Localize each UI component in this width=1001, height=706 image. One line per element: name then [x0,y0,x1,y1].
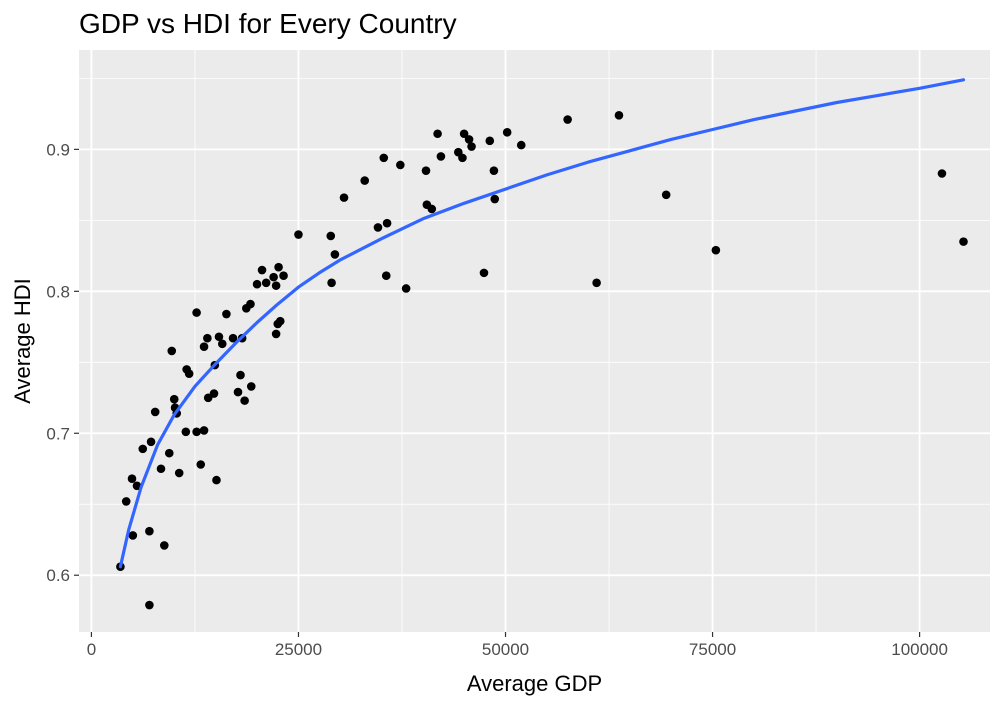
data-point [401,284,411,293]
data-point [257,265,267,275]
data-point [563,115,572,124]
data-point [382,218,392,228]
data-point [121,497,131,506]
data-point [959,237,968,246]
data-point [146,437,156,447]
data-point [479,268,489,278]
data-point [661,190,671,200]
data-point [156,464,166,474]
x-tick-label: 75000 [689,640,736,659]
x-tick-label: 25000 [275,640,322,659]
data-point [427,204,437,214]
data-point [381,271,391,281]
data-point [164,448,174,458]
data-point [246,382,256,391]
x-tick-label: 0 [87,640,96,659]
data-point [128,531,138,540]
data-point [236,370,245,380]
data-point [458,153,467,163]
data-point [174,468,184,478]
data-point [145,526,154,536]
data-point [502,128,512,137]
data-point [214,332,224,342]
data-point [279,271,288,281]
data-point [274,262,283,272]
data-point [436,152,446,161]
data-point [150,407,160,417]
data-point [489,166,499,175]
data-point [246,299,255,309]
x-tick-label: 100000 [891,640,948,659]
data-point [209,389,219,398]
data-point [261,278,271,288]
data-point [269,272,278,282]
data-point [490,194,500,204]
data-point [199,426,209,435]
data-point [330,250,340,259]
y-axis-title: Average HDI [10,278,35,404]
data-point [327,278,336,288]
data-point [181,427,191,437]
data-point [167,346,177,356]
data-point [127,474,137,483]
data-point [326,231,336,241]
data-point [396,160,405,170]
trend-line [118,78,966,569]
data-point [217,339,227,349]
data-point [937,169,947,178]
major-gridlines [79,50,990,632]
chart-title: GDP vs HDI for Every Country [79,8,457,39]
data-point [228,333,238,343]
data-point [592,278,601,288]
data-point [252,279,262,289]
y-axis: 0.6 0.7 0.8 0.9 [46,140,79,585]
data-point [433,129,442,139]
data-point [271,281,281,290]
y-tick-label: 0.9 [46,140,70,159]
data-point [485,136,495,146]
data-point [360,176,370,185]
data-point [145,600,154,610]
data-point [516,140,526,150]
plot-panel [79,50,990,632]
data-point [711,245,721,255]
x-tick-label: 50000 [482,640,529,659]
data-point [240,396,249,405]
minor-gridlines [79,50,990,632]
y-tick-label: 0.8 [46,282,70,301]
data-point [467,142,476,151]
data-point [379,153,389,163]
data-point [196,460,206,469]
data-point [169,394,179,404]
y-tick-label: 0.7 [46,424,70,443]
x-axis: 0 25000 50000 75000 100000 [87,632,948,659]
data-points [116,110,968,610]
data-point [192,427,201,437]
data-point [294,230,303,239]
data-point [275,316,285,326]
data-point [222,309,231,319]
data-point [339,193,349,202]
data-point [132,481,142,491]
y-tick-label: 0.6 [46,566,70,585]
data-point [271,329,281,339]
data-point [203,333,212,343]
data-point [233,387,243,397]
data-point [459,129,469,139]
data-point [373,223,383,232]
data-point [160,541,169,550]
data-point [199,342,209,351]
data-point [212,475,221,485]
x-axis-title: Average GDP [467,671,602,696]
data-point [184,369,194,378]
data-point [192,308,201,317]
data-point [421,166,431,175]
data-point [614,110,624,120]
data-point [138,444,148,454]
data-point [464,135,474,144]
